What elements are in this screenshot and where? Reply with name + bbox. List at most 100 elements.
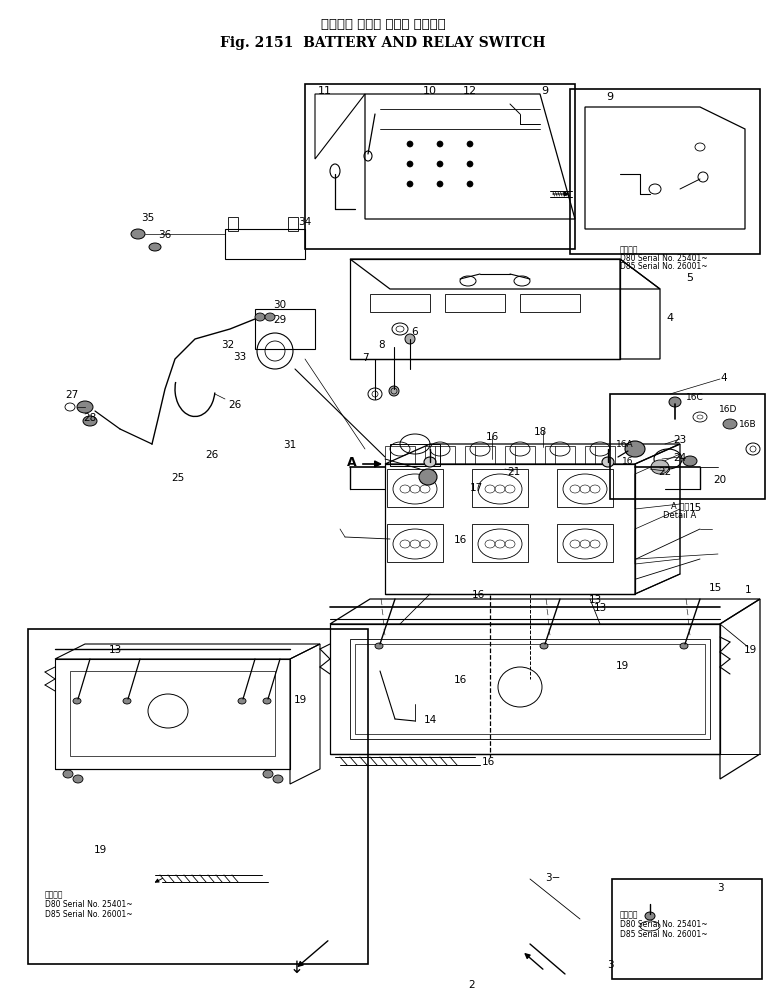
Text: 33: 33 xyxy=(233,352,247,362)
Ellipse shape xyxy=(645,912,655,920)
Text: 12: 12 xyxy=(463,86,477,96)
Bar xyxy=(370,295,430,313)
Text: 16: 16 xyxy=(482,756,495,766)
Text: 21: 21 xyxy=(508,466,521,476)
Text: 5: 5 xyxy=(686,273,693,283)
Bar xyxy=(610,394,765,499)
Ellipse shape xyxy=(73,775,83,783)
Bar xyxy=(305,85,575,250)
Text: 26: 26 xyxy=(206,449,219,459)
Text: 19: 19 xyxy=(615,660,629,670)
Text: 適用号機: 適用号機 xyxy=(620,909,638,918)
Text: 13: 13 xyxy=(108,644,122,654)
Bar xyxy=(585,446,615,464)
Text: 19: 19 xyxy=(293,694,307,704)
Bar xyxy=(505,446,535,464)
Ellipse shape xyxy=(407,182,413,188)
Ellipse shape xyxy=(238,698,246,704)
Ellipse shape xyxy=(467,141,473,147)
Text: 29: 29 xyxy=(273,315,287,325)
Bar xyxy=(445,295,505,313)
Ellipse shape xyxy=(77,401,93,413)
Text: 8: 8 xyxy=(379,340,385,350)
Text: 24: 24 xyxy=(673,452,686,462)
Text: D80 Serial No. 25401~: D80 Serial No. 25401~ xyxy=(45,899,133,908)
Bar xyxy=(390,444,440,466)
Bar xyxy=(55,659,290,769)
Text: 2: 2 xyxy=(469,979,476,989)
Text: 11: 11 xyxy=(318,86,332,96)
Text: D80 Serial No. 25401~: D80 Serial No. 25401~ xyxy=(620,919,708,928)
Text: 15: 15 xyxy=(709,583,722,593)
Text: 16D: 16D xyxy=(719,405,737,414)
Text: 16: 16 xyxy=(453,535,466,545)
Bar xyxy=(355,644,705,734)
Bar xyxy=(28,629,368,964)
Text: 28: 28 xyxy=(84,412,97,422)
Text: 7: 7 xyxy=(362,353,368,363)
Text: A 詳細: A 詳細 xyxy=(671,502,690,510)
Text: D85 Serial No. 26001~: D85 Serial No. 26001~ xyxy=(45,909,133,918)
Ellipse shape xyxy=(467,182,473,188)
Text: 17: 17 xyxy=(469,482,482,492)
Bar xyxy=(570,90,760,255)
Text: 9: 9 xyxy=(542,86,548,96)
Text: Fig. 2151  BATTERY AND RELAY SWITCH: Fig. 2151 BATTERY AND RELAY SWITCH xyxy=(220,36,546,50)
Text: 3: 3 xyxy=(607,959,614,969)
Text: 16: 16 xyxy=(622,457,634,466)
Text: D80 Serial No. 25401~: D80 Serial No. 25401~ xyxy=(620,254,708,263)
Text: 3−: 3− xyxy=(545,873,561,882)
Text: 15: 15 xyxy=(688,503,702,513)
Ellipse shape xyxy=(407,161,413,168)
Bar xyxy=(465,446,495,464)
Bar xyxy=(350,639,710,739)
Ellipse shape xyxy=(602,457,614,467)
Ellipse shape xyxy=(263,770,273,778)
Bar xyxy=(350,260,620,360)
Text: 34: 34 xyxy=(298,217,311,227)
Ellipse shape xyxy=(389,386,399,396)
Text: 23: 23 xyxy=(673,434,686,444)
Bar xyxy=(387,469,443,508)
Ellipse shape xyxy=(405,335,415,345)
Text: ↓: ↓ xyxy=(290,958,304,976)
Bar xyxy=(385,464,635,595)
Ellipse shape xyxy=(424,457,436,467)
Bar xyxy=(387,525,443,563)
Bar xyxy=(472,469,528,508)
Text: 20: 20 xyxy=(713,474,726,484)
Text: 13: 13 xyxy=(588,595,601,605)
Ellipse shape xyxy=(540,643,548,649)
Text: 適用号機: 適用号機 xyxy=(45,889,64,898)
Text: 35: 35 xyxy=(141,213,155,223)
Bar xyxy=(545,446,575,464)
Ellipse shape xyxy=(83,416,97,426)
Text: 9: 9 xyxy=(607,92,614,102)
Text: 16A: 16A xyxy=(616,440,634,449)
Text: A: A xyxy=(347,456,357,469)
Text: 16: 16 xyxy=(453,674,466,684)
Text: 14: 14 xyxy=(423,714,436,724)
Bar xyxy=(225,230,305,260)
Text: 1: 1 xyxy=(745,585,752,595)
Text: 32: 32 xyxy=(222,340,235,350)
Ellipse shape xyxy=(63,770,73,778)
Ellipse shape xyxy=(375,643,383,649)
Text: 3: 3 xyxy=(716,882,723,892)
Ellipse shape xyxy=(437,182,443,188)
Ellipse shape xyxy=(683,456,697,466)
Bar xyxy=(288,218,298,232)
Bar xyxy=(255,310,315,350)
Text: 適用号機: 適用号機 xyxy=(620,245,638,254)
Text: 19: 19 xyxy=(94,845,107,855)
Text: 16: 16 xyxy=(472,590,485,600)
Bar xyxy=(70,671,275,756)
Text: 16: 16 xyxy=(486,431,499,441)
Ellipse shape xyxy=(680,643,688,649)
Text: Detail A: Detail A xyxy=(663,511,696,520)
Text: 4: 4 xyxy=(721,373,727,382)
Bar xyxy=(557,525,613,563)
Text: 16B: 16B xyxy=(739,420,757,429)
Text: 30: 30 xyxy=(274,300,287,310)
Text: 22: 22 xyxy=(658,466,672,476)
